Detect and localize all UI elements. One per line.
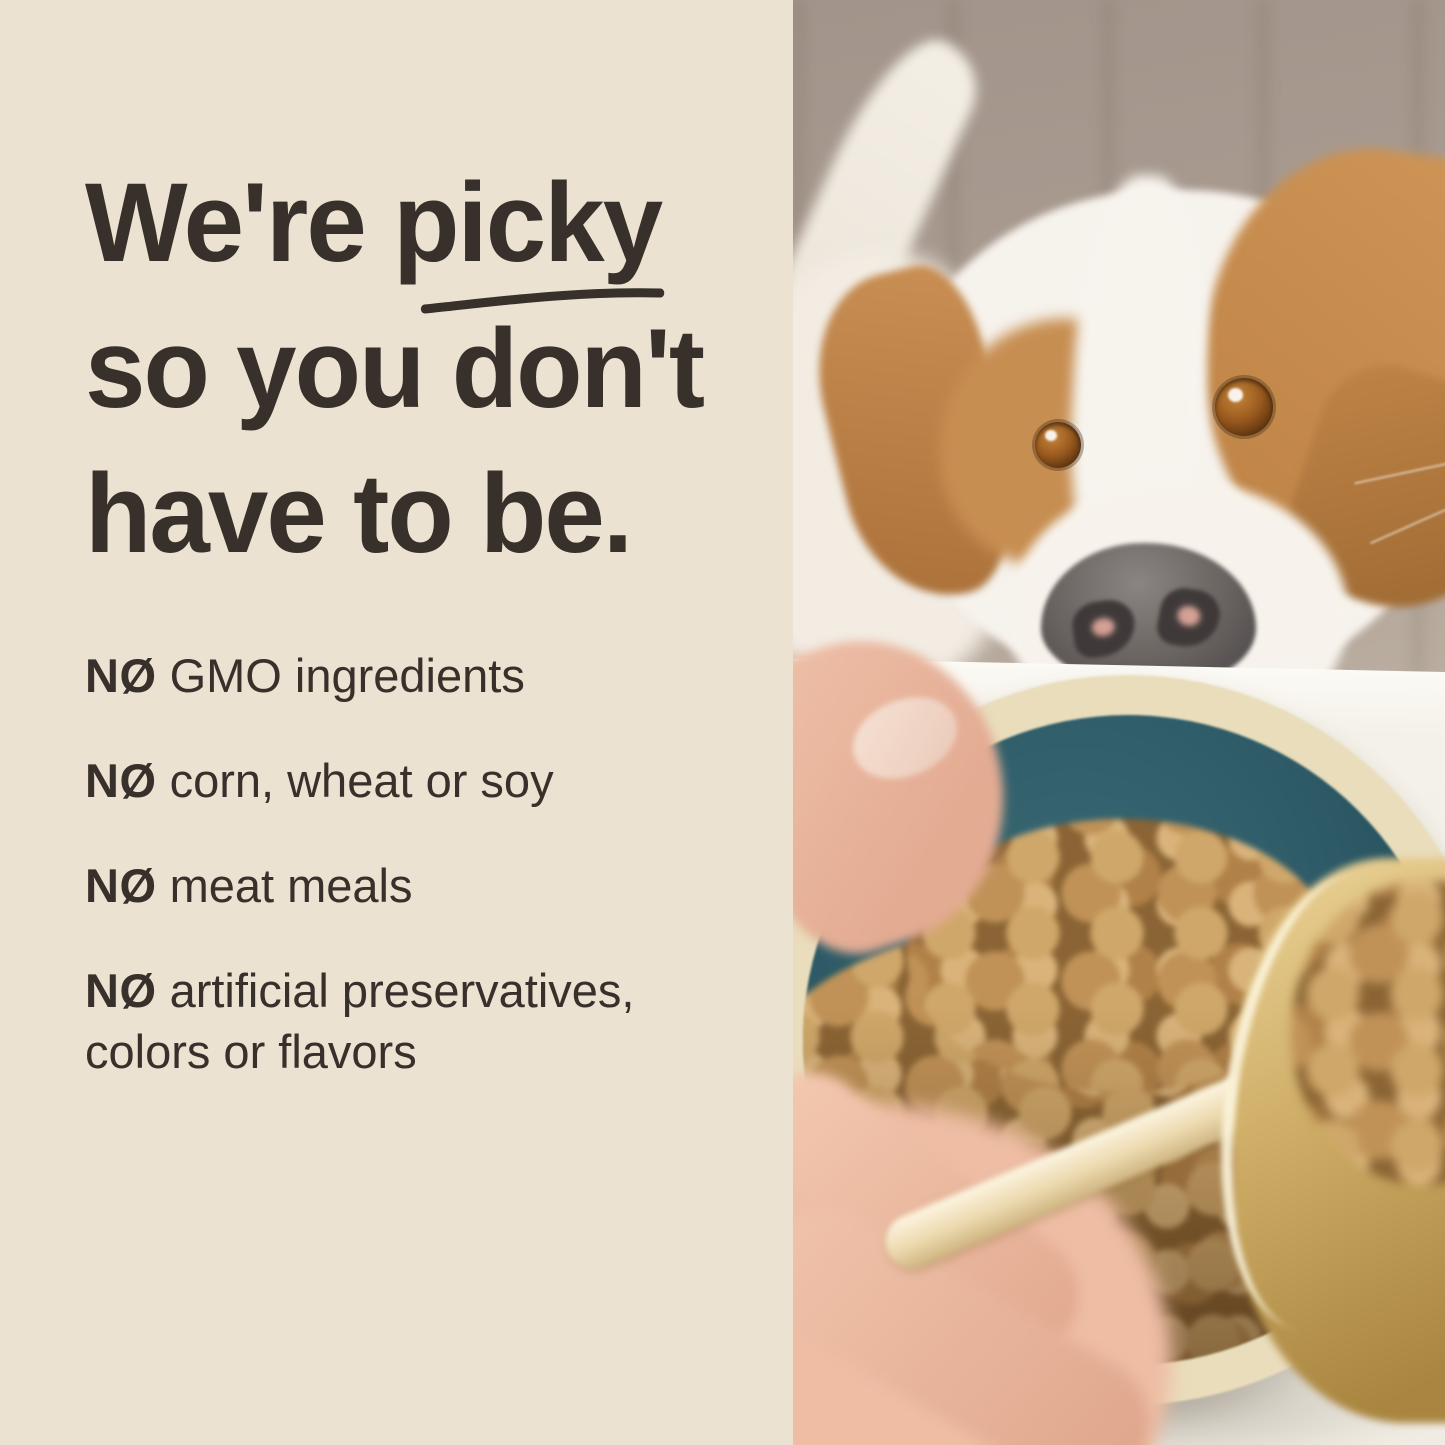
dog-right-eye [1215,378,1273,436]
bullet-text: GMO ingredients [169,648,525,702]
dog-head [795,128,1445,750]
no-prefix: NØ [85,858,157,912]
eye-glint [1227,388,1243,403]
bullet-meat-meals: NØ meat meals [85,855,717,916]
bullet-gmo: NØ GMO ingredients [85,645,717,706]
headline-line-3: have to be. [85,451,633,577]
bullet-text: corn, wheat or soy [169,753,554,807]
eye-glint [1045,430,1058,442]
no-prefix: NØ [85,648,157,702]
headline-line-2: so you don't [85,305,705,431]
bullet-text: meat meals [169,858,413,912]
no-claims-list: NØ GMO ingredients NØ corn, wheat or soy… [85,645,717,1082]
underlined-word: picky [393,150,665,314]
text-panel: We're picky so you don't have to be. NØ … [85,150,793,1082]
bullet-artificial: NØ artificial preservatives, colors or f… [85,960,717,1082]
dog-photo [793,0,1445,1445]
bullet-text: artificial preservatives, colors or flav… [85,964,635,1079]
headline-line-1: We're picky [85,150,772,314]
bullet-corn-wheat-soy: NØ corn, wheat or soy [85,750,717,811]
nostril-highlight [1090,616,1117,638]
nostril-highlight [1175,604,1202,628]
dog-nostril-left [1069,596,1139,661]
underline-swoosh-stroke [421,287,665,314]
no-prefix: NØ [85,964,157,1018]
no-prefix: NØ [85,753,157,807]
underlined-word-text: picky [393,160,663,285]
dog-nostril-right [1154,584,1224,652]
headline-line1-text: We're [85,160,394,285]
dog-left-eye [1035,422,1081,468]
headline: We're picky so you don't have to be. [85,150,793,587]
